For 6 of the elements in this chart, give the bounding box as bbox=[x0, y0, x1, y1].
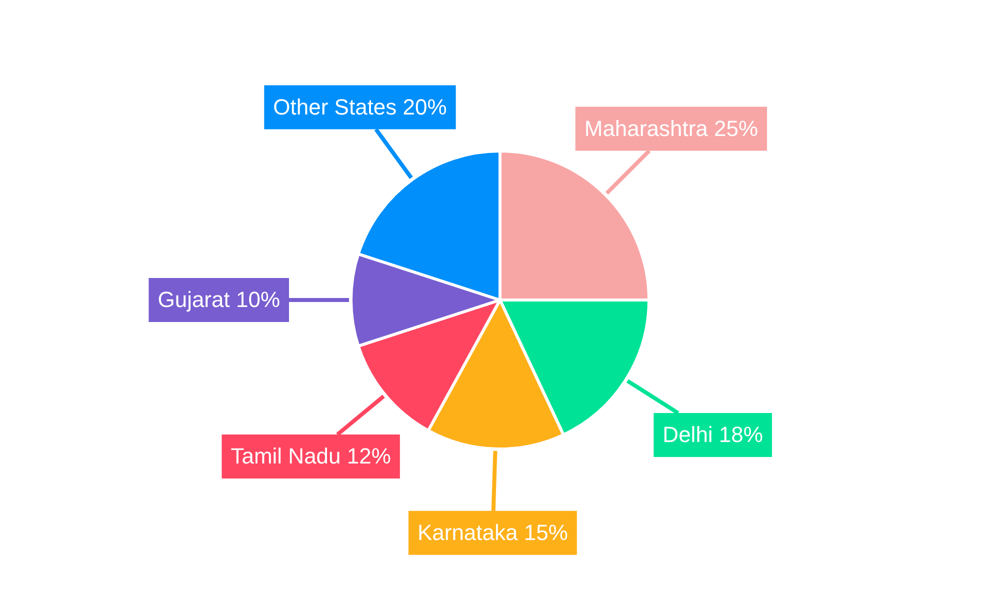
slice-label: Maharashtra 25% bbox=[584, 116, 758, 141]
slice-label: Delhi 18% bbox=[662, 422, 763, 448]
slice-label: Other States 20% bbox=[273, 94, 447, 120]
slice-label: Karnataka 15% bbox=[417, 520, 568, 545]
slice-label: Gujarat 10% bbox=[158, 287, 280, 312]
slice-label: Tamil Nadu 12% bbox=[230, 444, 391, 469]
